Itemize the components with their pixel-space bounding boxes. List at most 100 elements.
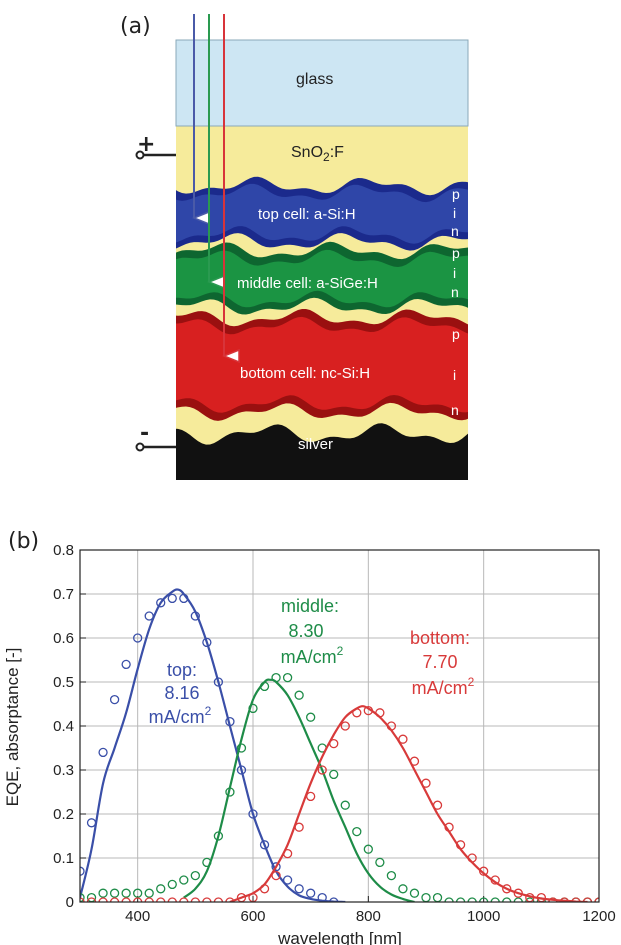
- eqe-point: [109, 897, 120, 902]
- y-tick-label: 0.2: [53, 806, 74, 823]
- y-tick-label: 0.4: [53, 718, 74, 735]
- eqe-point: [444, 822, 454, 832]
- bottom-cell-label: bottom cell: nc-Si:H: [240, 365, 370, 382]
- eqe-point: [502, 884, 512, 894]
- silver-layer: [176, 423, 468, 480]
- eqe-point: [329, 897, 339, 902]
- eqe-point: [363, 844, 373, 854]
- eqe-point: [190, 870, 200, 881]
- eqe-point: [432, 800, 443, 810]
- eqe-point: [548, 897, 558, 902]
- eqe-point: [282, 875, 293, 885]
- bottom-annot-line3: mA/cm2: [412, 675, 475, 698]
- eqe-point: [225, 897, 235, 902]
- absorptance-line-0: [80, 588, 346, 902]
- eqe-point: [225, 787, 235, 797]
- glass-label: glass: [296, 71, 333, 88]
- eqe-point: [202, 897, 212, 902]
- eqe-point: [190, 897, 200, 902]
- eqe-point: [225, 716, 235, 727]
- eqe-point: [259, 884, 270, 894]
- y-tick-label: 0: [66, 894, 74, 911]
- top-annot-line1: top:: [167, 660, 197, 680]
- x-tick-labels: 400 600 800 1000 1200: [125, 908, 616, 925]
- eqe-point: [352, 708, 362, 718]
- y-tick-label: 0.1: [53, 850, 74, 867]
- x-tick-label: 400: [125, 908, 150, 925]
- eqe-point: [213, 831, 224, 841]
- middle-n: n: [451, 284, 459, 300]
- eqe-point: [352, 826, 362, 837]
- eqe-point: [190, 611, 200, 621]
- eqe-point: [86, 897, 97, 902]
- tco-label: SnO2:F: [291, 144, 344, 164]
- middle-annot-sup: 2: [337, 644, 344, 658]
- eqe-point: [513, 897, 523, 902]
- eqe-point: [144, 897, 154, 902]
- eqe-point: [156, 598, 166, 608]
- eqe-point: [248, 703, 258, 714]
- bottom-annot-line1: bottom:: [410, 628, 470, 648]
- top-cell-label: top cell: a-Si:H: [258, 206, 356, 223]
- eqe-point: [467, 853, 477, 863]
- eqe-point: [502, 897, 512, 902]
- y-tick-label: 0.6: [53, 630, 74, 647]
- eqe-point: [236, 743, 247, 753]
- eqe-point: [133, 633, 143, 643]
- eqe-point: [271, 870, 281, 881]
- eqe-point: [167, 593, 177, 604]
- eqe-point: [375, 708, 385, 718]
- eqe-point: [167, 897, 177, 902]
- eqe-point: [259, 681, 270, 692]
- tco-label-main: SnO: [291, 144, 323, 161]
- eqe-point: [375, 857, 385, 868]
- eqe-point: [294, 884, 304, 894]
- eqe-point: [340, 721, 350, 731]
- positive-terminal: +: [135, 132, 176, 160]
- light-arrows: [194, 14, 224, 356]
- top-n: n: [451, 223, 459, 239]
- eqe-point: [282, 672, 293, 683]
- eqe-point: [386, 721, 397, 731]
- plot-frame: [79, 549, 600, 903]
- panel-a: (a) + - glass SnO2:F top cell: a-Si:H mi…: [120, 14, 469, 480]
- eqe-point: [559, 897, 570, 902]
- eqe-point: [467, 897, 477, 902]
- eqe-point: [167, 879, 177, 890]
- top-i: i: [453, 205, 456, 221]
- eqe-point: [571, 897, 581, 902]
- eqe-point: [421, 778, 431, 788]
- eqe-point: [98, 897, 108, 902]
- tco-label-tail: :F: [330, 144, 344, 161]
- top-annot-sup: 2: [205, 704, 212, 718]
- eqe-point: [340, 800, 350, 810]
- eqe-point: [271, 862, 281, 872]
- eqe-point: [479, 897, 489, 902]
- eqe-point: [525, 897, 535, 902]
- eqe-point: [271, 672, 281, 683]
- eqe-point: [179, 593, 189, 604]
- bottom-annot-sup: 2: [468, 675, 475, 689]
- eqe-point: [317, 765, 327, 775]
- panel-b: (b) 0 0.1 0.2 0.3 0.4 0.5 0.6 0.7 0.8 400 600 800 1…: [3, 529, 616, 945]
- eqe-point: [109, 694, 120, 705]
- eqe-point: [259, 840, 270, 850]
- y-tick-labels: 0 0.1 0.2 0.3 0.4 0.5 0.6 0.7 0.8: [53, 542, 74, 911]
- positive-node: [135, 150, 145, 160]
- eqe-point: [213, 897, 224, 902]
- eqe-point: [121, 897, 131, 902]
- eqe-point: [306, 712, 316, 722]
- bottom-annotation: bottom: 7.70 mA/cm2: [410, 628, 475, 698]
- silver-label: silver: [298, 436, 333, 453]
- eqe-point: [294, 822, 304, 832]
- eqe-point: [133, 888, 143, 898]
- eqe-point: [282, 848, 293, 859]
- top-annot-unit: mA/cm: [149, 707, 205, 727]
- y-tick-label: 0.3: [53, 762, 74, 779]
- bottom-annot-unit: mA/cm: [412, 678, 468, 698]
- eqe-point: [144, 611, 154, 621]
- middle-p: p: [452, 245, 460, 261]
- eqe-point: [121, 659, 131, 670]
- eqe-point: [236, 765, 247, 775]
